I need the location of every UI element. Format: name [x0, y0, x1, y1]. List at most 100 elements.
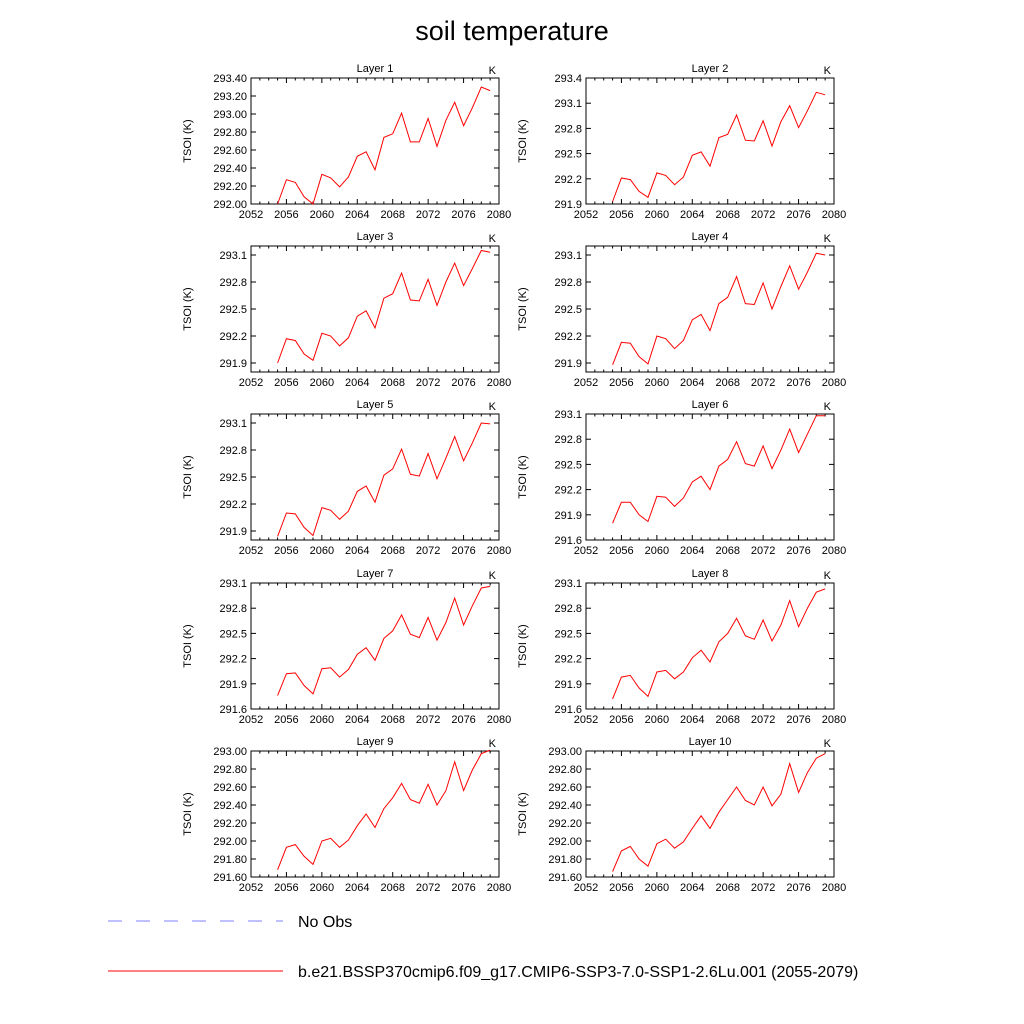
plot-frame [585, 750, 835, 878]
y-tick-label: 291.80 [213, 854, 247, 866]
x-tick-label: 2072 [416, 209, 440, 221]
unit-label: K [489, 738, 497, 750]
y-axis-label: TSOI (K) [182, 455, 194, 498]
y-tick-label: 292.40 [213, 163, 247, 175]
panel-title: Layer 9 [357, 736, 394, 748]
y-tick-label: 292.5 [219, 472, 247, 484]
x-tick-label: 2052 [239, 377, 263, 389]
x-tick-label: 2064 [680, 882, 704, 894]
panel-layer-9: Layer 9 K 2052 2056 2060 2064 2068 2072 2076 2080… [182, 736, 511, 894]
y-tick-label: 291.9 [554, 510, 582, 522]
y-axis-label: TSOI (K) [182, 287, 194, 330]
y-tick-label: 293.40 [213, 73, 247, 85]
x-tick-label: 2072 [751, 714, 775, 726]
x-tick-label: 2052 [239, 882, 263, 894]
x-tick-label: 2064 [680, 545, 704, 557]
panel-title: Layer 2 [692, 63, 729, 75]
x-tick-label: 2052 [239, 545, 263, 557]
panel-layer-4: Layer 4 K 2052 2056 2060 2064 2068 2072 2076 2080… [517, 231, 846, 389]
unit-label: K [489, 401, 497, 413]
y-tick-label: 293.1 [554, 578, 582, 590]
x-tick-label: 2052 [239, 714, 263, 726]
x-tick-label: 2072 [416, 545, 440, 557]
y-tick-label: 292.20 [213, 181, 247, 193]
y-tick-label: 292.8 [554, 434, 582, 446]
y-axis-label: TSOI (K) [517, 792, 529, 835]
unit-label: K [824, 65, 832, 77]
x-tick-label: 2068 [715, 714, 739, 726]
x-tick-label: 2080 [822, 545, 846, 557]
y-tick-label: 293.00 [548, 746, 582, 758]
y-tick-label: 291.80 [548, 854, 582, 866]
y-axis-label: TSOI (K) [182, 792, 194, 835]
panel-layer-5: Layer 5 K 2052 2056 2060 2064 2068 2072 2076 2080… [182, 399, 511, 557]
y-tick-label: 292.2 [219, 331, 247, 343]
x-tick-label: 2068 [715, 209, 739, 221]
x-tick-label: 2080 [487, 714, 511, 726]
x-tick-label: 2060 [310, 882, 334, 894]
series-line [612, 588, 826, 700]
panel-layer-8: Layer 8 K 2052 2056 2060 2064 2068 2072 2076 2080… [517, 568, 846, 726]
panel-title: Layer 5 [357, 399, 394, 411]
y-tick-label: 292.5 [219, 628, 247, 640]
x-tick-label: 2056 [274, 377, 298, 389]
x-tick-label: 2072 [416, 882, 440, 894]
y-tick-label: 291.9 [554, 679, 582, 691]
plot-frame [585, 245, 835, 373]
unit-label: K [824, 738, 832, 750]
unit-label: K [824, 401, 832, 413]
x-tick-label: 2080 [822, 377, 846, 389]
x-tick-label: 2056 [274, 209, 298, 221]
x-tick-label: 2080 [487, 209, 511, 221]
x-tick-label: 2064 [680, 377, 704, 389]
x-tick-label: 2052 [574, 545, 598, 557]
y-tick-label: 292.40 [213, 800, 247, 812]
y-tick-label: 293.00 [213, 109, 247, 121]
x-tick-label: 2068 [380, 714, 404, 726]
series-line [612, 753, 826, 872]
y-tick-label: 292.00 [548, 836, 582, 848]
x-tick-label: 2072 [751, 209, 775, 221]
x-tick-label: 2060 [645, 545, 669, 557]
x-tick-label: 2076 [451, 377, 475, 389]
x-tick-label: 2080 [487, 545, 511, 557]
y-tick-label: 292.8 [219, 603, 247, 615]
series-line [277, 86, 491, 205]
unit-label: K [489, 65, 497, 77]
x-tick-label: 2060 [645, 377, 669, 389]
y-tick-label: 293.1 [554, 98, 582, 110]
x-tick-label: 2068 [715, 545, 739, 557]
y-tick-label: 291.60 [213, 872, 247, 884]
plot-frame [250, 413, 500, 541]
panel-layer-3: Layer 3 K 2052 2056 2060 2064 2068 2072 2076 2080… [182, 231, 511, 389]
x-tick-label: 2076 [451, 714, 475, 726]
x-tick-label: 2076 [786, 545, 810, 557]
x-tick-label: 2056 [274, 882, 298, 894]
x-tick-label: 2080 [822, 209, 846, 221]
panel-title: Layer 10 [689, 736, 732, 748]
x-tick-label: 2056 [274, 714, 298, 726]
y-tick-label: 292.80 [548, 764, 582, 776]
plot-frame [250, 582, 500, 710]
y-axis-label: TSOI (K) [517, 624, 529, 667]
x-tick-label: 2064 [680, 209, 704, 221]
x-tick-label: 2080 [487, 377, 511, 389]
y-tick-label: 291.9 [219, 526, 247, 538]
x-tick-label: 2056 [609, 545, 633, 557]
y-tick-label: 292.5 [219, 304, 247, 316]
panel-title: Layer 8 [692, 568, 729, 580]
x-tick-label: 2052 [574, 209, 598, 221]
series-line [612, 252, 826, 365]
y-tick-label: 293.1 [219, 250, 247, 262]
y-tick-label: 291.9 [554, 199, 582, 211]
legend-obs-label: No Obs [298, 914, 352, 931]
panel-title: Layer 4 [692, 231, 729, 243]
x-tick-label: 2060 [310, 545, 334, 557]
plot-frame [585, 413, 835, 541]
y-tick-label: 293.00 [213, 746, 247, 758]
y-tick-label: 291.60 [548, 872, 582, 884]
x-tick-label: 2068 [715, 882, 739, 894]
legend: No Obs b.e21.BSSP370cmip6.f09_g17.CMIP6-… [108, 914, 858, 981]
x-tick-label: 2076 [786, 377, 810, 389]
